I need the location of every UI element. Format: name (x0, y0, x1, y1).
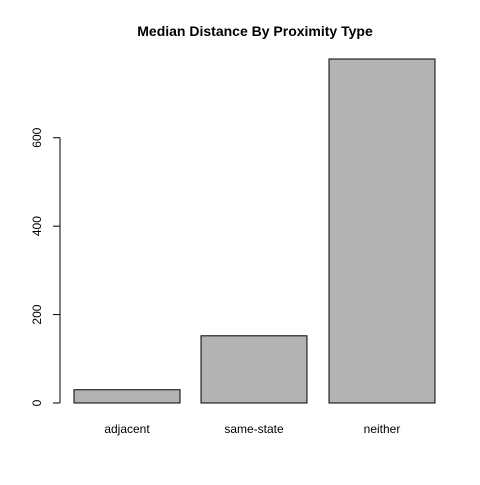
bars-layer (73, 58, 436, 404)
category-label-adjacent: adjacent (104, 422, 150, 436)
y-axis: 0 200 400 600 (30, 127, 61, 406)
category-label-same-state: same-state (224, 422, 284, 436)
bar-same-state (200, 335, 308, 404)
category-label-neither: neither (364, 422, 401, 436)
y-tick-label-200: 200 (30, 304, 44, 324)
bar-adjacent (73, 389, 181, 404)
y-tick-label-400: 400 (30, 216, 44, 236)
bar-neither (328, 58, 436, 404)
chart-title: Median Distance By Proximity Type (137, 23, 373, 39)
x-axis-labels: adjacent same-state neither (104, 422, 400, 436)
y-tick-label-600: 600 (30, 127, 44, 147)
y-tick-label-0: 0 (30, 399, 44, 406)
